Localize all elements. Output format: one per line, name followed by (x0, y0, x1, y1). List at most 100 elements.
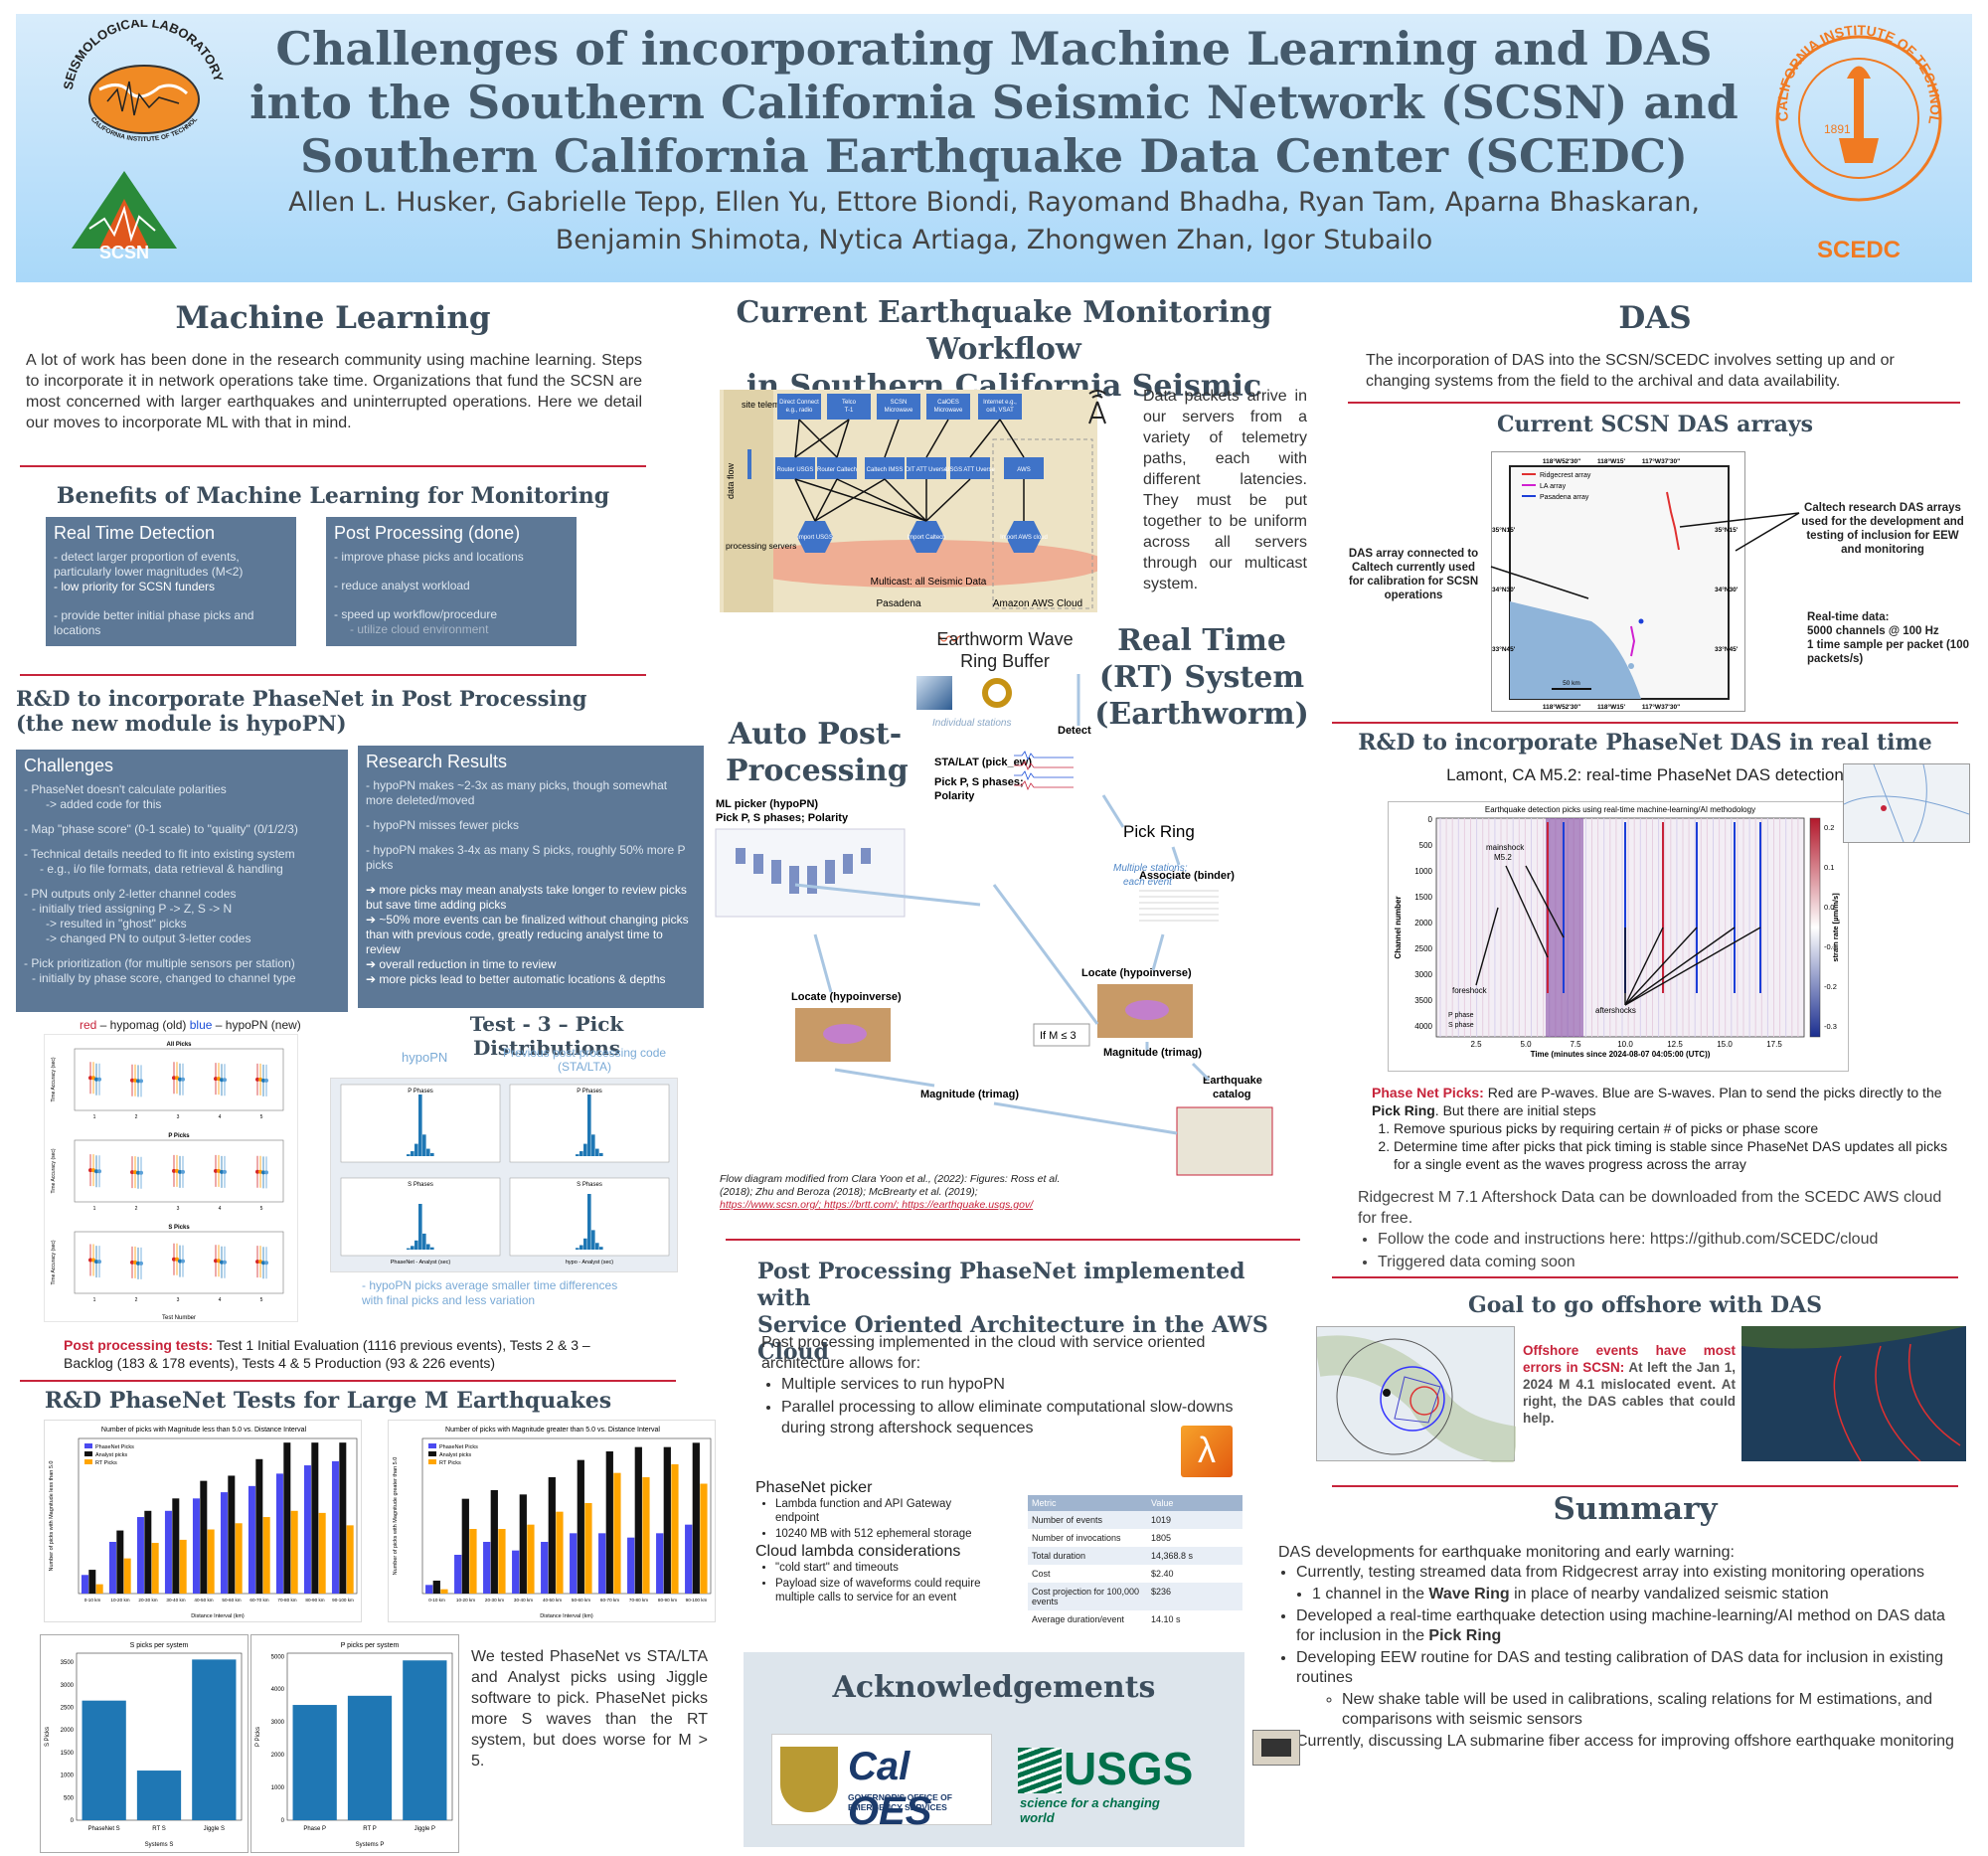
bar (200, 1480, 208, 1594)
bar (303, 1465, 311, 1594)
phasenet-picker: PhaseNet picker Lambda function and API … (755, 1479, 994, 1606)
aws-metric-value: 14.10 s (1151, 1614, 1181, 1624)
histogram-bar (411, 1246, 414, 1250)
annotation-arrow (1624, 927, 1664, 1006)
y-axis-label: Time Accuracy (sec) (51, 1240, 57, 1284)
bar (432, 1581, 440, 1594)
link-line (794, 419, 800, 458)
bar (235, 1523, 243, 1594)
ml-section-title: Machine Learning (175, 300, 491, 336)
legend-entry: PhaseNet Picks (439, 1444, 478, 1450)
aws-lambda-icon: λ (1181, 1426, 1233, 1477)
histogram-bar (422, 1233, 426, 1250)
tick-label: 50-60 km (572, 1598, 590, 1603)
histogram-bar (583, 1238, 587, 1250)
link-line (794, 419, 850, 458)
histogram-bar (595, 1243, 599, 1250)
bar (605, 1451, 613, 1594)
ring-icon (982, 678, 1012, 708)
wave-image (916, 676, 952, 710)
tick-label: 0-10 km (428, 1598, 445, 1603)
pasadena-label: Pasadena (876, 598, 920, 609)
bar (656, 1533, 664, 1594)
bar (318, 1512, 326, 1594)
bar (570, 1533, 578, 1594)
map-tick: 34°N30' (1492, 586, 1516, 593)
scsn-logo-text: SCSN (99, 243, 149, 260)
x-axis-label: Distance Interval (km) (540, 1613, 593, 1619)
pp-title: Post Processing (done) (334, 523, 521, 543)
data-point (258, 1169, 262, 1174)
chart-title: P picks per system (341, 1642, 400, 1649)
y-tick-label: 3500 (61, 1660, 75, 1666)
aws-intro: Post processing implemented in the cloud… (761, 1332, 1278, 1440)
data-point (133, 1170, 137, 1175)
import-node (797, 521, 833, 553)
legend-swatch (84, 1459, 92, 1464)
telemetry-label: Microwave (885, 408, 913, 414)
tick-label: 10-20 km (456, 1598, 475, 1603)
aws-table-row: Number of events 1019 (1028, 1511, 1242, 1529)
data-point (136, 1079, 140, 1084)
aws-metric-name: Average duration/event (1032, 1614, 1124, 1624)
post-processing-box: Post Processing (done) - improve phase p… (326, 517, 577, 646)
data-point (139, 1261, 143, 1265)
data-point (214, 1259, 218, 1264)
bar (123, 1558, 131, 1594)
tick-label: 70-80 km (629, 1598, 648, 1603)
plot-frame (74, 1048, 284, 1111)
bar (556, 1511, 564, 1594)
seismolab-logo: SEISMOLOGICAL LABORATORY CALIFORNIA INST… (57, 15, 229, 149)
reference-links[interactable]: https://www.scsn.org/; https://brtt.com/… (720, 1199, 1034, 1211)
pick-accuracy-legend: red – hypomag (old) blue – hypoPN (new) (80, 1018, 301, 1032)
bar (685, 1524, 693, 1594)
colorbar-tick: 0.2 (1824, 823, 1834, 832)
map-tick: 35°N15' (1492, 526, 1516, 534)
tick-label: 80-90 km (305, 1598, 324, 1603)
bar (192, 1498, 200, 1594)
multiple-stations-label: Multiple stations; (1113, 863, 1188, 874)
aws-table-row: Number of invocations 1805 (1028, 1529, 1242, 1547)
map-tick: 118°W52'30" (1543, 457, 1580, 465)
workflow-flow-diagram: Individual stations Detect STA/LAT (pick_e… (696, 616, 1332, 1189)
pp-item: - reduce analyst workload (334, 579, 470, 592)
bar (275, 1473, 283, 1594)
divider (1348, 402, 1960, 404)
legend-swatch (428, 1443, 436, 1448)
svg-text:1891: 1891 (1824, 122, 1851, 136)
data-point (133, 1078, 137, 1083)
link-line (999, 419, 1025, 458)
bar (192, 1659, 237, 1820)
caltech-seal-logo: CALIFORNIA INSTITUTE OF TECHNOLOGY 1891 (1764, 11, 1948, 203)
telemetry-node (877, 394, 920, 420)
pp-item: - speed up workflow/procedure (334, 607, 498, 621)
router-node (865, 457, 905, 479)
ocean (1510, 601, 1641, 699)
bar (255, 1458, 263, 1594)
flow-arrow (1151, 933, 1165, 971)
y-tick-label: 2000 (271, 1753, 285, 1759)
data-point (261, 1078, 265, 1083)
y-tick-label: 1000 (271, 1785, 285, 1791)
bar (339, 1442, 347, 1594)
x-tick-label: 2.5 (1470, 1040, 1482, 1049)
unet-block (825, 860, 835, 884)
histogram-bar (414, 1143, 418, 1156)
y-axis-label: P Picks (255, 1727, 261, 1747)
map-tick: 118°W15' (1597, 703, 1625, 711)
challenges-box: Challenges - PhaseNet doesn't calculate … (16, 750, 348, 1012)
x-tick-label: 10.0 (1617, 1040, 1633, 1049)
offshore-location-map (1313, 1326, 1520, 1466)
pick-polarity-label: Polarity (934, 790, 975, 802)
tick-label: 90-100 km (686, 1598, 708, 1603)
map-legend-entry: LA array (1540, 483, 1567, 490)
x-axis-label: hypo - Analyst (sec) (566, 1260, 613, 1265)
data-point (214, 1077, 218, 1082)
das-arrays-map: Ridgecrest array LA array Pasadena array 11… (1491, 451, 1745, 712)
rt-system-title: Real Time (RT) System (Earthworm) (1094, 623, 1309, 732)
tick-label: 5 (260, 1297, 263, 1303)
colorbar-tick: -0.3 (1824, 1022, 1837, 1031)
legend-swatch (84, 1451, 92, 1456)
poster-title: Challenges of incorporating Machine Lear… (249, 22, 1739, 183)
router-label: AWS (1017, 467, 1030, 473)
